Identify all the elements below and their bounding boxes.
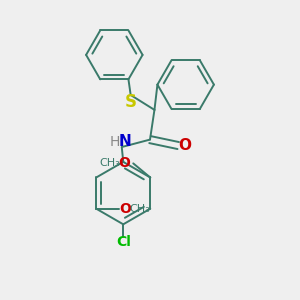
Text: H: H [110, 135, 120, 149]
Text: S: S [125, 93, 137, 111]
Text: O: O [118, 156, 130, 170]
Text: O: O [119, 202, 131, 216]
Text: N: N [119, 134, 132, 149]
Text: CH₃: CH₃ [99, 158, 120, 168]
Text: Cl: Cl [116, 235, 131, 249]
Text: O: O [178, 138, 191, 153]
Text: CH₃: CH₃ [130, 204, 151, 214]
